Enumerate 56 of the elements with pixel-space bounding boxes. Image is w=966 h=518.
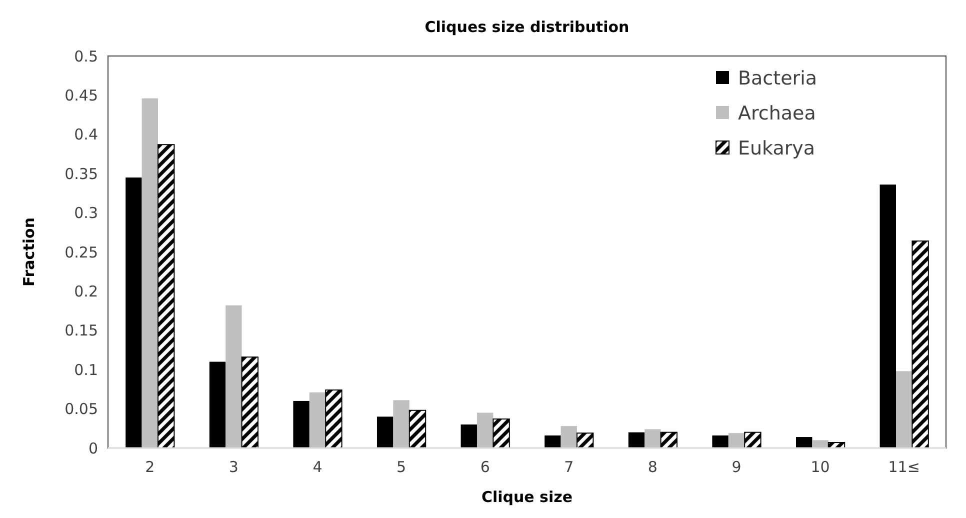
x-tick-label: 3 [228, 458, 238, 476]
bar [644, 429, 661, 448]
y-tick-label: 0.25 [64, 243, 98, 262]
bar [492, 418, 510, 448]
y-tick-label: 0.2 [74, 282, 98, 300]
bar [241, 356, 258, 448]
bar [576, 432, 594, 448]
y-tick-label: 0.1 [74, 360, 98, 379]
bar [544, 435, 561, 448]
y-tick-label: 0.15 [64, 322, 98, 340]
bar [126, 178, 142, 448]
x-tick-label: 8 [648, 458, 658, 476]
x-axis-title: Clique size [481, 488, 573, 506]
y-tick-label: 0.35 [64, 164, 98, 183]
x-tick-label: 10 [810, 458, 830, 476]
y-tick-label: 0 [88, 439, 98, 458]
bar [728, 433, 745, 448]
x-tick-label: 11≤ [888, 458, 920, 476]
y-tick-label: 0.5 [74, 47, 98, 66]
x-tick-label: 5 [396, 458, 406, 476]
bar [660, 432, 678, 448]
y-tick-label: 0.45 [64, 86, 98, 104]
x-tick-label: 7 [564, 458, 574, 476]
x-tick-label: 6 [480, 458, 490, 476]
legend-label: Eukarya [738, 138, 816, 160]
bar [796, 437, 812, 448]
bar [628, 432, 645, 448]
bar [477, 412, 494, 448]
bar [812, 440, 828, 448]
bar [209, 362, 226, 448]
bar [309, 392, 326, 448]
bar [325, 389, 342, 448]
bar [408, 410, 426, 448]
bar [158, 144, 175, 448]
bar [377, 416, 394, 448]
bar [560, 426, 577, 448]
y-tick-label: 0.4 [74, 126, 98, 144]
bar [142, 98, 158, 448]
bar [460, 424, 477, 448]
bar [896, 371, 912, 448]
bar [393, 400, 410, 448]
y-axis-title: Fraction [20, 218, 38, 286]
y-tick-label: 0.3 [74, 204, 98, 222]
y-tick-label: 0.05 [64, 400, 98, 418]
x-tick-label: 9 [732, 458, 742, 476]
bar [226, 305, 242, 448]
legend-label: Bacteria [738, 68, 817, 90]
bar [712, 435, 728, 448]
bar [744, 432, 762, 448]
bar [912, 240, 929, 448]
bar [293, 400, 310, 448]
bar [880, 184, 896, 448]
legend-label: Archaea [738, 102, 816, 125]
x-tick-label: 2 [145, 458, 155, 476]
x-tick-label: 4 [312, 458, 322, 476]
chart-title: Cliques size distribution [424, 18, 630, 36]
